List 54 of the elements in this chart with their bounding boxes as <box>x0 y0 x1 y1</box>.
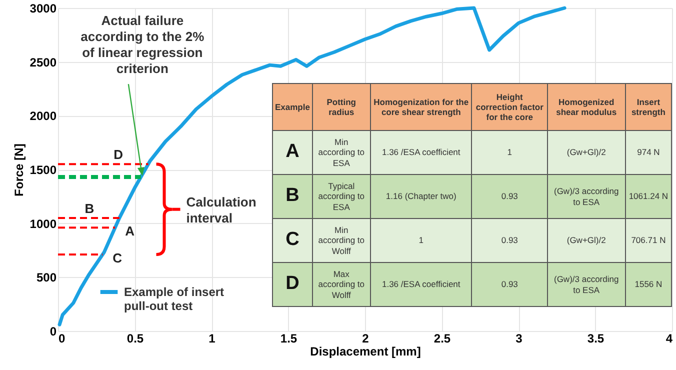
x-tick-label: 1.5 <box>280 332 298 346</box>
x-tick-label: 0 <box>58 332 66 346</box>
ref-line-label: A <box>125 224 136 239</box>
category-label: Height correction factor for the core <box>472 84 548 130</box>
category-label: Example <box>272 84 312 130</box>
x-tick-label: 2 <box>362 332 370 346</box>
y-tick-label: 2000 <box>30 109 57 124</box>
annotation: Actual failure according to the 2% of linear regression criterion <box>80 13 205 76</box>
ref-line-label: B <box>84 200 94 216</box>
x-tick-label: 4 <box>666 332 673 346</box>
y-tick-label: 1500 <box>30 163 57 177</box>
text: 1556 N <box>634 279 662 290</box>
ref-line-label: D <box>114 147 123 162</box>
text: 974 N <box>637 147 660 158</box>
y-tick-label: 3000 <box>30 2 57 16</box>
category-label: Insert strength <box>625 84 672 130</box>
category-label: D <box>286 273 300 294</box>
category-label: Homogenized shear modulus <box>547 84 626 130</box>
text: Min according to ESA <box>318 137 365 168</box>
category-label: B <box>286 185 300 206</box>
annotation: Calculation interval <box>186 194 256 226</box>
text: (Gw)/3 according to ESA <box>554 274 619 294</box>
y-tick-label: 2500 <box>30 55 57 70</box>
y-tick-label: 1000 <box>30 216 57 231</box>
text: 1.16 (Chapter two) <box>386 191 456 202</box>
text: 1.36 /ESA coefficient <box>382 279 460 290</box>
x-tick-label: 3.5 <box>587 332 604 346</box>
category-label: Potting radius <box>312 84 370 130</box>
text: 0.93 <box>501 279 518 290</box>
text: 0.93 <box>501 235 518 246</box>
text: 706.71 N <box>631 235 666 246</box>
y-axis-title: Force [N] <box>12 144 26 196</box>
text: 1 <box>507 147 512 158</box>
ref-line-label: C <box>112 250 123 266</box>
text: 1 <box>418 235 424 246</box>
text: Typical according to ESA <box>318 181 365 212</box>
category-label: C <box>286 229 300 250</box>
text: 0.93 <box>501 191 518 202</box>
text: Max according to Wolff <box>318 269 365 300</box>
x-tick-label: 3 <box>516 332 523 346</box>
legend-label: Example of insert pull-out test <box>124 285 224 313</box>
text: (Gw)/3 according to ESA <box>554 186 619 206</box>
y-tick-label: 500 <box>36 270 57 285</box>
x-axis-title: Displacement [mm] <box>310 344 421 358</box>
category-label: Homogenization for the core shear strength <box>370 84 472 130</box>
x-tick-label: 0.5 <box>126 332 144 346</box>
text: 1061.24 N <box>628 191 668 202</box>
text: (Gw+Gl)/2 <box>566 147 606 158</box>
text: Min according to Wolff <box>318 225 365 256</box>
x-tick-label: 2.5 <box>434 332 451 346</box>
text: 1.36 /ESA coefficient <box>382 147 460 158</box>
category-label: A <box>286 141 300 162</box>
text: (Gw+Gl)/2 <box>566 235 606 246</box>
x-tick-label: 1 <box>208 332 216 346</box>
